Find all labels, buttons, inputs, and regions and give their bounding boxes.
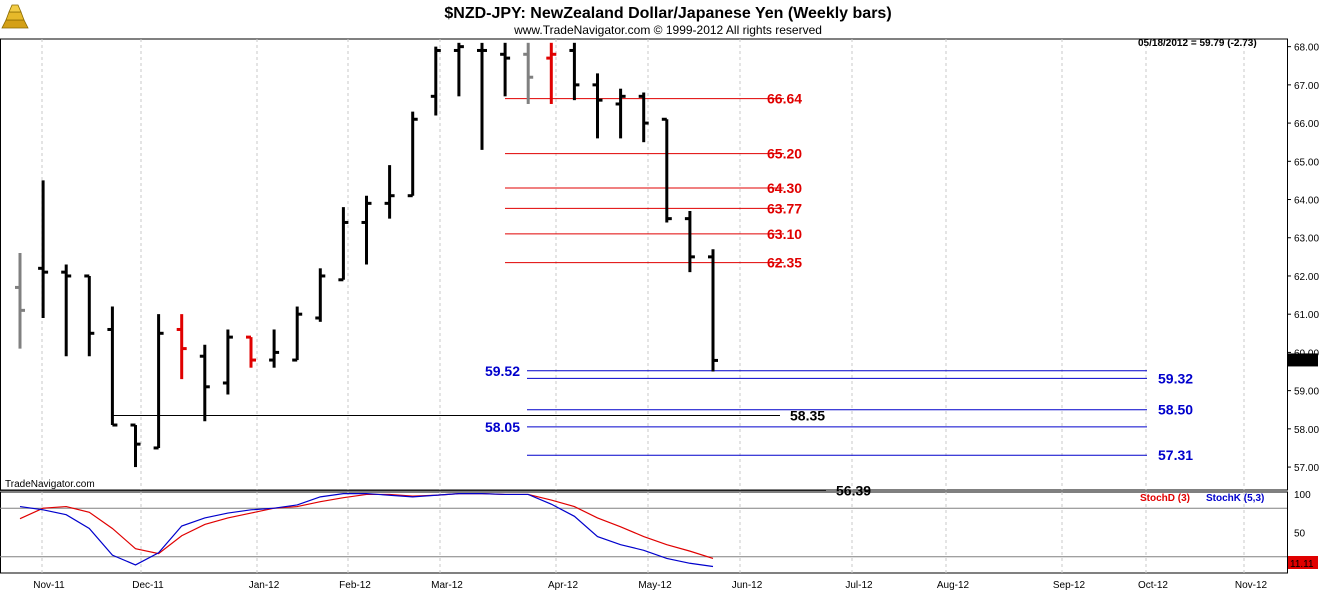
stoch-last-badge-label: 11.11 <box>1290 559 1314 570</box>
level-label: 57.31 <box>1158 447 1193 463</box>
axes-layer: Nov-11 Dec-11 Jan-12 Feb-12 Mar-12 Apr-12 May-… <box>33 43 1319 591</box>
level-label: 65.20 <box>767 146 802 162</box>
stoch-series-line <box>19 493 714 568</box>
stoch-series-line <box>19 493 714 559</box>
y-tick-label: 61.00 <box>1294 310 1319 321</box>
level-label: 59.52 <box>485 363 520 379</box>
level-label: 64.30 <box>767 180 802 196</box>
stoch-y-tick-label: 50 <box>1294 529 1306 540</box>
x-tick-label: Feb-12 <box>339 580 371 591</box>
watermark: TradeNavigator.com <box>5 479 95 490</box>
x-tick-label: Dec-11 <box>132 580 164 591</box>
level-label: 59.32 <box>1158 370 1193 386</box>
y-tick-label: 62.00 <box>1294 272 1319 283</box>
x-tick-label: Jun-12 <box>732 580 763 591</box>
stoch-last-badge <box>1288 556 1318 569</box>
stoch-y-tick-label: 100 <box>1294 490 1311 501</box>
level-label: 63.10 <box>767 226 802 242</box>
x-tick-label: Mar-12 <box>431 580 463 591</box>
stochd-legend: StochD (3) <box>1140 493 1190 504</box>
level-label: 63.77 <box>767 200 802 216</box>
x-tick-label: Sep-12 <box>1053 580 1086 591</box>
gold-bars-icon <box>1 4 29 29</box>
stochk-legend: StochK (5,3) <box>1206 493 1264 504</box>
last-price-badge-label: 59.79 <box>1290 356 1315 367</box>
last-price-readout: 05/18/2012 = 59.79 (-2.73) <box>1138 38 1257 49</box>
y-tick-label: 64.00 <box>1294 196 1319 207</box>
x-tick-label: Nov-12 <box>1235 580 1268 591</box>
x-tick-label: Apr-12 <box>548 580 578 591</box>
x-tick-label: Nov-11 <box>33 580 65 591</box>
x-tick-label: Jul-12 <box>845 580 873 591</box>
y-tick-label: 68.00 <box>1294 43 1319 54</box>
level-label: 56.39 <box>836 482 871 498</box>
price-bars-layer <box>15 42 718 468</box>
levels-layer: 66.64 65.20 64.30 63.77 63.10 62.35 59.52 59.32… <box>0 91 1193 498</box>
level-label: 62.35 <box>767 255 802 271</box>
level-label: 58.50 <box>1158 402 1193 418</box>
y-tick-label: 58.00 <box>1294 425 1319 436</box>
x-tick-label: Aug-12 <box>937 580 970 591</box>
y-tick-label: 66.00 <box>1294 119 1319 130</box>
x-tick-label: Jan-12 <box>249 580 280 591</box>
copyright-text: www.TradeNavigator.com © 1999-2012 All r… <box>513 23 822 37</box>
y-tick-label: 65.00 <box>1294 157 1319 168</box>
y-tick-label: 57.00 <box>1294 463 1319 474</box>
level-label: 66.64 <box>767 91 802 107</box>
x-tick-label: Oct-12 <box>1138 580 1168 591</box>
y-tick-label: 59.00 <box>1294 387 1319 398</box>
stoch-panel-frame <box>0 491 1288 574</box>
x-tick-label: May-12 <box>638 580 672 591</box>
stochastic-layer: 100 50 StochD (3) StochK (5,3) 11.11 <box>0 490 1318 570</box>
level-label: 58.05 <box>485 419 520 435</box>
y-tick-label: 67.00 <box>1294 81 1319 92</box>
chart-title: $NZD-JPY: NewZealand Dollar/Japanese Yen… <box>444 5 891 22</box>
y-tick-label: 63.00 <box>1294 234 1319 245</box>
last-price-badge <box>1288 353 1318 367</box>
level-label: 58.35 <box>790 407 825 423</box>
